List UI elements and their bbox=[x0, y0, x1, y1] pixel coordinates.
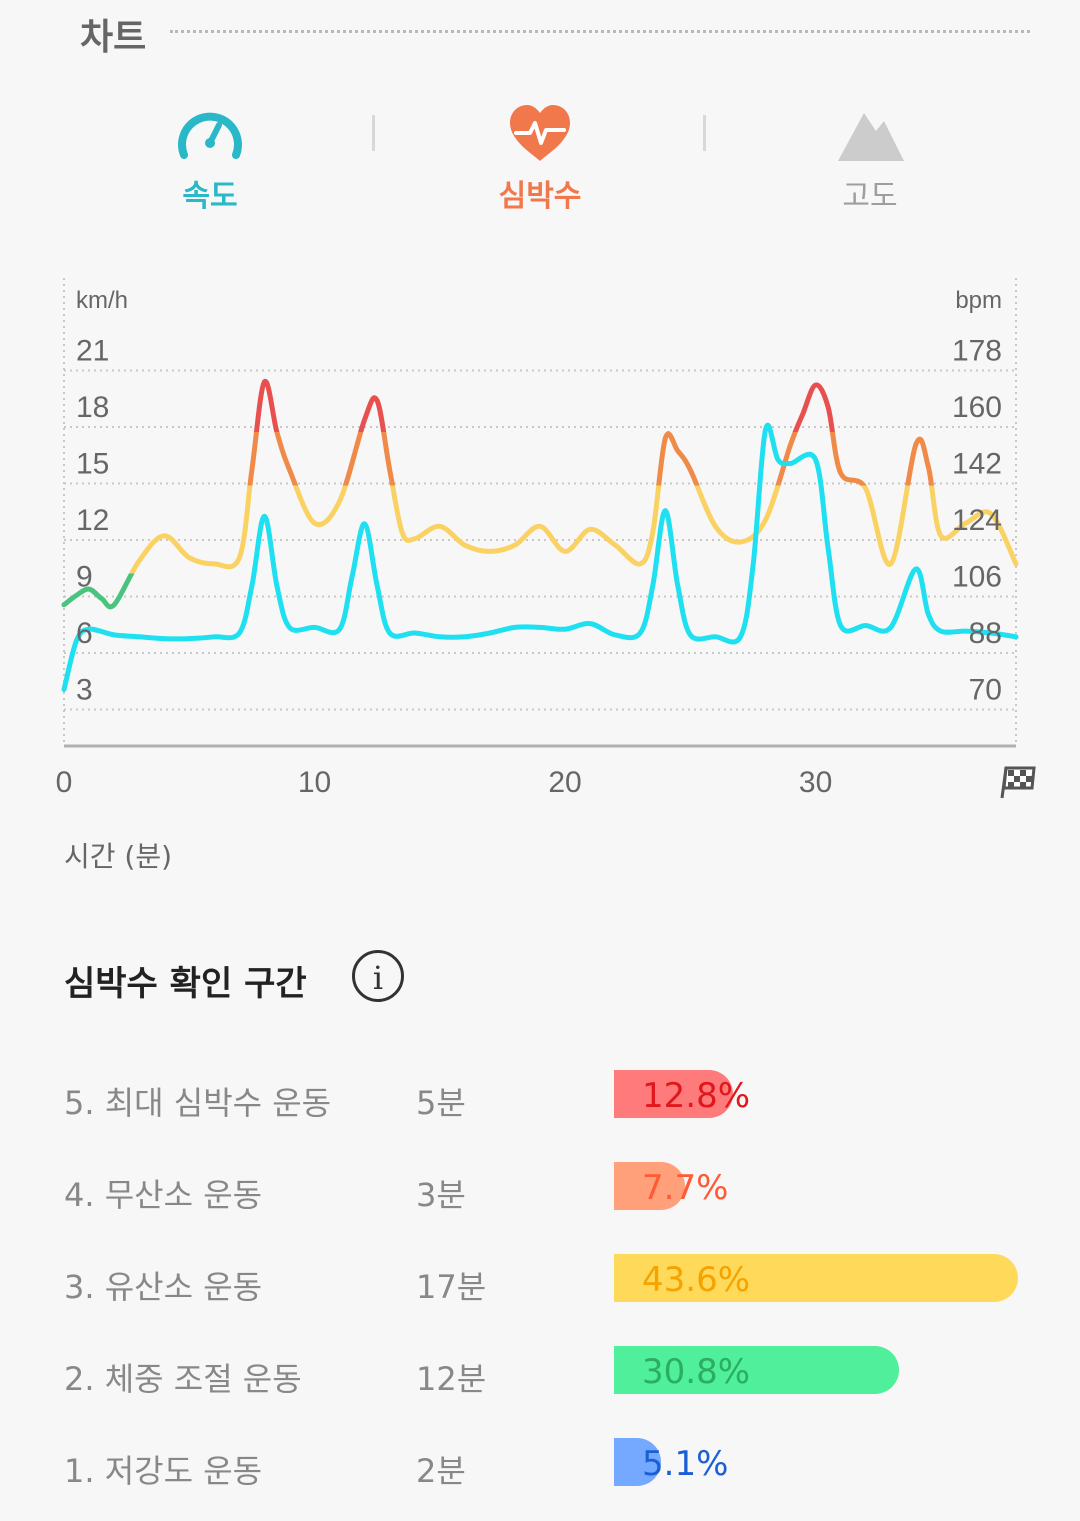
speed-heart-rate-chart: km/h bpm 3 6 9 12 15 18 21 70 88 106 124 142 160 178 0 10… bbox=[56, 278, 1036, 799]
zone-percent: 43.6% bbox=[642, 1260, 751, 1300]
flag-check bbox=[1026, 776, 1032, 782]
checkered-flag-icon bbox=[1000, 766, 1036, 799]
zone-bar bbox=[614, 1162, 685, 1210]
flag-check bbox=[1020, 770, 1026, 776]
zone-row: 5. 최대 심박수 운동 5분 12.8% bbox=[0, 1070, 1080, 1130]
y-left-tick-label: 3 bbox=[76, 674, 93, 707]
y-right-unit: bpm bbox=[955, 287, 1002, 314]
speedometer-icon bbox=[178, 112, 242, 159]
zone-time: 12분 bbox=[416, 1360, 487, 1398]
info-icon[interactable]: i bbox=[352, 950, 404, 1002]
y-right-tick-label: 178 bbox=[952, 335, 1002, 368]
section-divider bbox=[170, 30, 1030, 33]
x-tick-label: 20 bbox=[548, 766, 581, 799]
zone-title: 심박수 확인 구간 bbox=[64, 964, 307, 1004]
chart-area: km/h bpm 3 6 9 12 15 18 21 70 88 106 124 142 160 178 0 10… bbox=[0, 270, 1080, 890]
y-left-tick-label: 18 bbox=[76, 391, 109, 424]
section-header: 차트 bbox=[80, 8, 1030, 58]
zone-row: 2. 체중 조절 운동 12분 30.8% bbox=[0, 1346, 1080, 1406]
tab-heart-rate[interactable]: 심박수 bbox=[430, 95, 650, 215]
flag-check bbox=[1008, 782, 1014, 787]
y-right-tick-label: 142 bbox=[952, 448, 1002, 481]
zone-percent: 30.8% bbox=[642, 1352, 751, 1392]
zone-bar bbox=[614, 1346, 899, 1394]
zone-bar bbox=[614, 1438, 661, 1486]
y-left-tick-label: 21 bbox=[76, 335, 109, 368]
y-left-tick-label: 12 bbox=[76, 504, 109, 537]
zone-name: 2. 체중 조절 운동 bbox=[64, 1360, 302, 1398]
zone-name: 5. 최대 심박수 운동 bbox=[64, 1084, 332, 1122]
info-glyph: i bbox=[372, 959, 384, 997]
x-tick-label: 0 bbox=[56, 766, 73, 799]
x-axis-title: 시간 (분) bbox=[64, 840, 173, 873]
zone-header: 심박수 확인 구간 i bbox=[64, 950, 564, 1006]
x-tick-label: 30 bbox=[799, 766, 832, 799]
flag-check bbox=[1008, 770, 1014, 776]
speed-line bbox=[61, 423, 1019, 692]
x-tick-label: 10 bbox=[298, 766, 331, 799]
y-left-tick-label: 9 bbox=[76, 561, 93, 594]
tab-altitude[interactable]: 고도 bbox=[760, 95, 980, 215]
chart-series bbox=[61, 378, 1019, 692]
heart-rate-line bbox=[61, 378, 1019, 610]
mountain-icon bbox=[838, 113, 904, 161]
zone-bar-track: 12.8% bbox=[614, 1070, 1018, 1118]
zone-row: 1. 저강도 운동 2분 5.1% bbox=[0, 1438, 1080, 1498]
zone-time: 2분 bbox=[416, 1452, 466, 1490]
heart-rate-icon bbox=[510, 105, 570, 161]
zone-percent: 5.1% bbox=[642, 1444, 729, 1484]
chart-tabs: 속도 심박수 고도 bbox=[0, 95, 1080, 225]
flag-check bbox=[1020, 782, 1026, 787]
y-left-unit: km/h bbox=[76, 287, 128, 314]
zone-bar-track: 7.7% bbox=[614, 1162, 1018, 1210]
y-left-tick-label: 15 bbox=[76, 448, 109, 481]
zone-time: 17분 bbox=[416, 1268, 487, 1306]
zone-bar-track: 43.6% bbox=[614, 1254, 1018, 1302]
zone-percent: 12.8% bbox=[642, 1076, 751, 1116]
tab-separator bbox=[703, 115, 706, 151]
tab-speed[interactable]: 속도 bbox=[100, 95, 320, 215]
zone-name: 4. 무산소 운동 bbox=[64, 1176, 263, 1214]
zone-bar bbox=[614, 1070, 733, 1118]
zone-percent: 7.7% bbox=[642, 1168, 729, 1208]
y-right-tick-label: 106 bbox=[952, 561, 1002, 594]
zone-name: 1. 저강도 운동 bbox=[64, 1452, 263, 1490]
zone-bar-track: 30.8% bbox=[614, 1346, 1018, 1394]
flag-pole bbox=[1000, 767, 1008, 799]
chart-labels: km/h bpm 3 6 9 12 15 18 21 70 88 106 124 142 160 178 0 10… bbox=[56, 287, 1036, 799]
y-left-tick-label: 6 bbox=[76, 617, 93, 650]
zone-bar-track: 5.1% bbox=[614, 1438, 1018, 1486]
tab-altitude-label: 고도 bbox=[842, 179, 898, 214]
y-right-tick-label: 88 bbox=[969, 617, 1002, 650]
tab-separator bbox=[372, 115, 375, 151]
zone-row: 4. 무산소 운동 3분 7.7% bbox=[0, 1162, 1080, 1222]
y-right-tick-label: 160 bbox=[952, 391, 1002, 424]
y-right-tick-label: 70 bbox=[969, 674, 1002, 707]
zone-time: 3분 bbox=[416, 1176, 466, 1214]
y-right-tick-label: 124 bbox=[952, 504, 1002, 537]
flag-check bbox=[1014, 776, 1020, 782]
zone-row: 3. 유산소 운동 17분 43.6% bbox=[0, 1254, 1080, 1314]
section-title: 차트 bbox=[80, 17, 147, 58]
zone-bar bbox=[614, 1254, 1018, 1302]
zone-name: 3. 유산소 운동 bbox=[64, 1268, 263, 1306]
zone-time: 5분 bbox=[416, 1084, 466, 1122]
tab-speed-label: 속도 bbox=[182, 179, 238, 214]
tab-heart-rate-label: 심박수 bbox=[498, 179, 582, 214]
